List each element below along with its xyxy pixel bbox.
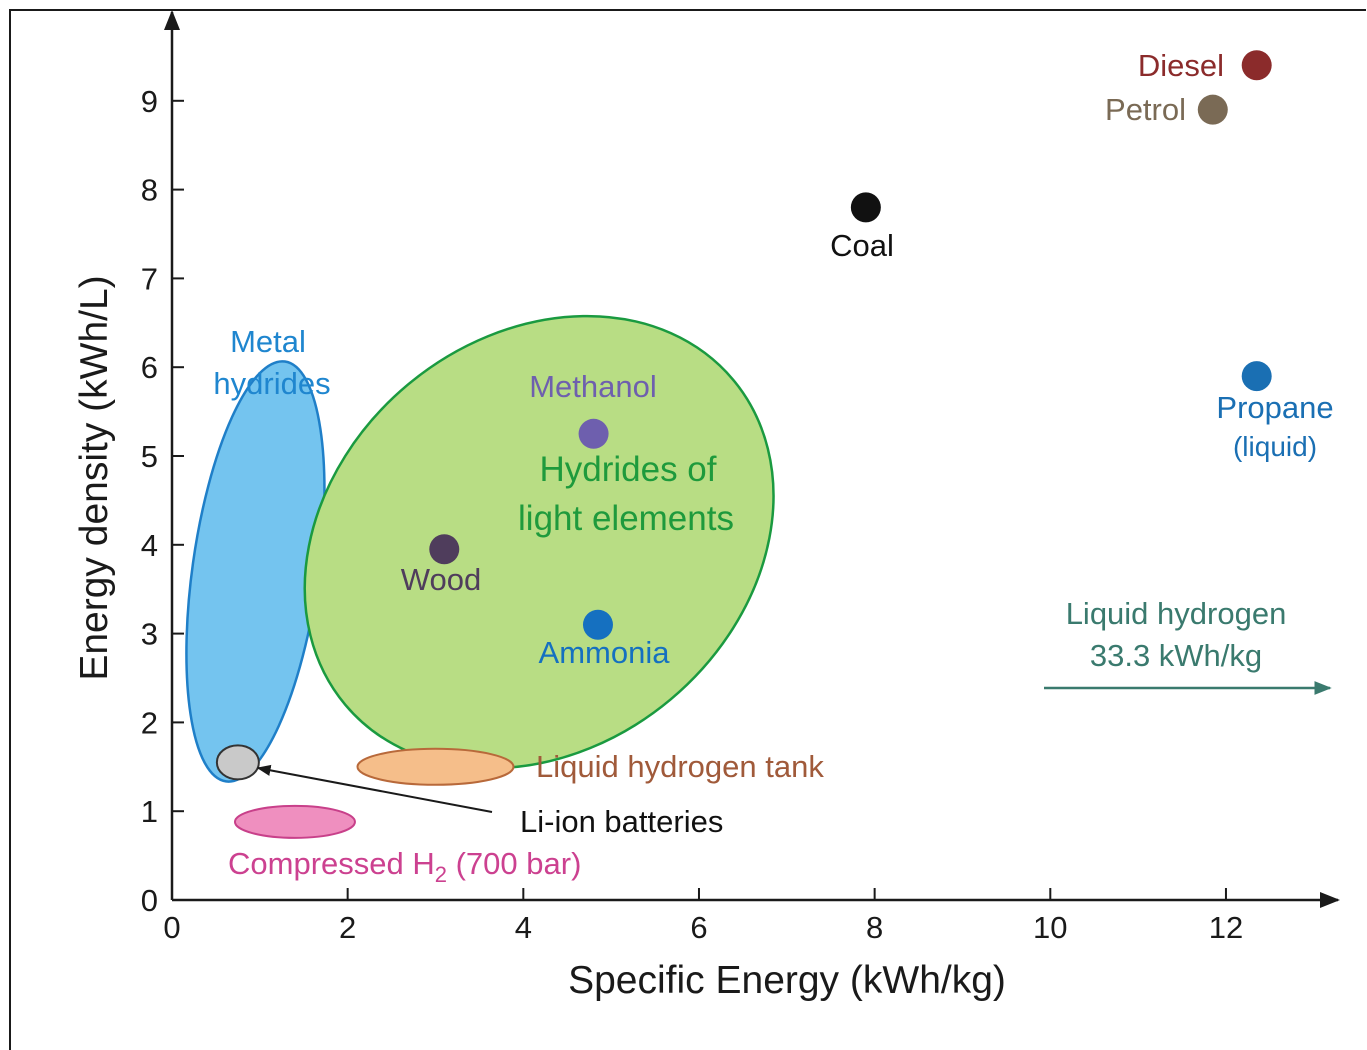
liquid-hydrogen-annotation-line1: Liquid hydrogen [1066,596,1287,631]
light-element-hydrides-region [303,314,775,770]
y-tick-label: 6 [141,350,158,385]
propane-label-line2: (liquid) [1233,431,1317,462]
x-tick-label: 0 [163,910,180,945]
y-axis-label: Energy density (kWh/L) [73,275,116,680]
x-tick-label: 10 [1033,910,1067,945]
propane-label: Propane [1216,390,1333,425]
x-tick-label: 6 [690,910,707,945]
x-tick-label: 4 [515,910,532,945]
petrol-label: Petrol [1105,92,1186,127]
y-tick-label: 2 [141,705,158,740]
points-layer: Diesel Petrol Coal Propane (liquid) Meth… [401,48,1334,670]
x-axis-label: Specific Energy (kWh/kg) [568,959,1006,1002]
wood-label: Wood [401,562,481,597]
methanol-label: Methanol [529,369,657,404]
regions-layer: Metal hydrides Hydrides of light element… [185,314,824,887]
li-ion-batteries-label: Li-ion batteries [520,804,723,839]
y-tick-label: 8 [141,173,158,208]
y-tick-label: 7 [141,261,158,296]
x-tick-label: 12 [1209,910,1243,945]
y-tick-label: 3 [141,617,158,652]
compressed-h2-label: Compressed H2 (700 bar) [228,846,581,887]
liquid-hydrogen-annotation-line2: 33.3 kWh/kg [1090,638,1262,673]
propane-point [1241,361,1272,392]
compressed-h2-region [233,804,356,839]
y-tick-label: 4 [141,528,158,563]
x-tick-label: 8 [866,910,883,945]
diesel-label: Diesel [1138,48,1224,83]
y-tick-label: 9 [141,84,158,119]
x-ticks: 0 2 4 6 8 10 12 [163,888,1243,945]
figure-frame [9,9,1366,1050]
ammonia-point [582,609,613,640]
liquid-hydrogen-tank-region [356,747,515,786]
wood-point [429,534,460,565]
light-element-hydrides-label: Hydrides of [539,450,716,489]
petrol-point [1197,94,1228,125]
metal-hydrides-label: Metal [230,324,306,359]
liquid-hydrogen-annotation: Liquid hydrogen 33.3 kWh/kg [1044,596,1332,695]
methanol-point [578,418,609,449]
li-ion-pointer-arrow [256,764,493,813]
y-tick-label: 1 [141,794,158,829]
y-tick-label: 0 [141,883,158,918]
coal-label: Coal [830,228,894,263]
y-tick-label: 5 [141,439,158,474]
diesel-point [1241,50,1272,81]
coal-point [850,192,881,223]
ammonia-label: Ammonia [539,635,671,670]
metal-hydrides-label-line2: hydrides [213,366,330,401]
x-tick-label: 2 [339,910,356,945]
liquid-hydrogen-tank-label: Liquid hydrogen tank [536,749,824,784]
light-element-hydrides-label-line2: light elements [518,499,734,538]
y-ticks: 0 1 2 3 4 5 6 7 8 9 [141,84,184,918]
li-ion-batteries-region [215,744,260,781]
